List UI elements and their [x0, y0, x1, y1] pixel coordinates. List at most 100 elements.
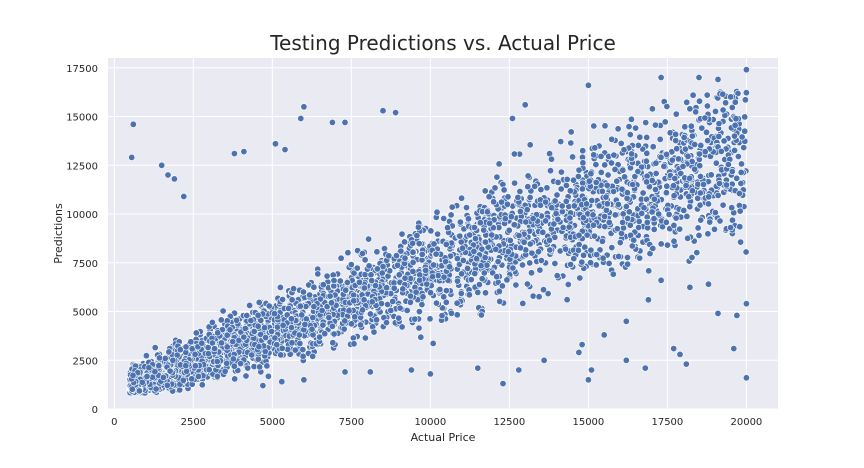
data-point: [412, 288, 420, 296]
data-point: [432, 299, 440, 307]
data-point: [214, 329, 222, 337]
data-point: [367, 271, 375, 279]
data-point: [733, 174, 741, 182]
data-point: [165, 348, 173, 356]
data-point: [418, 301, 426, 309]
data-point: [263, 362, 271, 370]
data-point: [347, 261, 355, 269]
data-point: [350, 269, 358, 277]
data-point: [639, 189, 647, 197]
data-point: [515, 232, 523, 240]
data-point: [387, 306, 395, 314]
data-point: [462, 204, 470, 212]
data-point: [261, 324, 269, 332]
data-point: [737, 160, 745, 168]
data-point: [277, 351, 285, 359]
data-point: [510, 150, 518, 158]
data-point: [575, 241, 583, 249]
data-point: [649, 244, 657, 252]
data-point: [509, 264, 517, 272]
data-point: [728, 204, 736, 212]
data-point: [735, 190, 743, 198]
data-point: [433, 208, 441, 216]
data-point: [500, 186, 508, 194]
data-point: [605, 218, 613, 226]
data-point: [254, 355, 262, 363]
data-point: [474, 288, 482, 296]
data-point: [523, 280, 531, 288]
data-point: [323, 303, 331, 311]
data-point: [551, 233, 559, 241]
data-point: [562, 197, 570, 205]
data-point: [736, 223, 744, 231]
data-point: [623, 189, 631, 197]
data-point: [192, 329, 200, 337]
data-point: [663, 150, 671, 158]
data-point: [566, 214, 574, 222]
data-point: [299, 346, 307, 354]
data-point: [710, 225, 718, 233]
data-point: [642, 157, 650, 165]
data-point: [563, 296, 571, 304]
data-point: [551, 197, 559, 205]
data-point: [341, 317, 349, 325]
data-point: [231, 375, 239, 383]
data-point: [419, 293, 427, 301]
data-point: [610, 151, 618, 159]
data-point: [622, 203, 630, 211]
data-point: [728, 168, 736, 176]
data-point: [481, 187, 489, 195]
data-point: [691, 165, 699, 173]
data-point: [643, 133, 651, 141]
data-point: [597, 152, 605, 160]
data-point: [430, 240, 438, 248]
data-point: [620, 146, 628, 154]
data-point: [626, 221, 634, 229]
data-point: [692, 108, 700, 116]
data-point: [683, 212, 691, 220]
data-point: [607, 159, 615, 167]
data-point: [593, 251, 601, 259]
data-point: [651, 121, 659, 129]
data-point: [526, 194, 534, 202]
data-point: [670, 221, 678, 229]
data-point: [349, 334, 357, 342]
data-point: [396, 304, 404, 312]
data-point: [598, 187, 606, 195]
data-point: [314, 270, 322, 278]
data-point: [358, 250, 366, 258]
data-point: [473, 255, 481, 263]
data-point: [737, 238, 745, 246]
data-point: [264, 372, 272, 380]
data-point: [537, 186, 545, 194]
data-point: [353, 264, 361, 272]
data-point: [142, 352, 150, 360]
data-point: [626, 131, 634, 139]
data-point: [696, 189, 704, 197]
data-point: [534, 248, 542, 256]
data-point: [731, 146, 739, 154]
data-point: [714, 191, 722, 199]
data-point: [554, 178, 562, 186]
data-point: [685, 193, 693, 201]
data-point: [361, 334, 369, 342]
data-point: [336, 277, 344, 285]
data-point: [478, 245, 486, 253]
data-point: [481, 289, 489, 297]
data-point: [674, 155, 682, 163]
data-point: [356, 321, 364, 329]
data-point: [715, 180, 723, 188]
data-point: [651, 186, 659, 194]
data-point: [684, 234, 692, 242]
data-point: [198, 339, 206, 347]
data-point: [703, 91, 711, 99]
data-point: [642, 119, 650, 127]
data-point: [648, 208, 656, 216]
data-point: [609, 270, 617, 278]
data-point: [205, 366, 213, 374]
data-point: [618, 185, 626, 193]
data-point: [719, 201, 727, 209]
data-point: [741, 113, 749, 121]
data-point: [598, 237, 606, 245]
data-point: [616, 239, 624, 247]
